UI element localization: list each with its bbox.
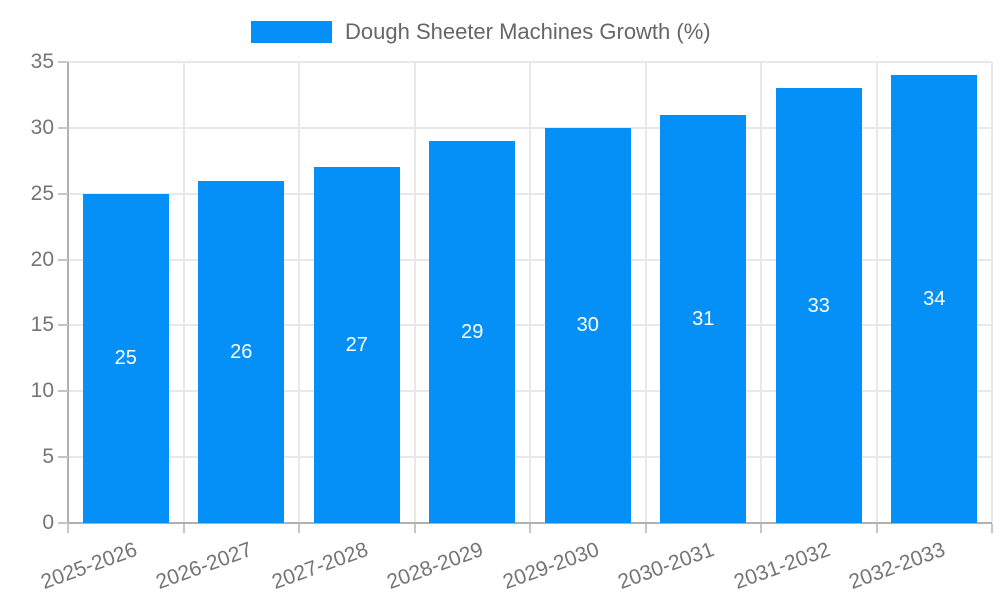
x-tick-mark [67, 524, 69, 533]
y-tick-mark [58, 522, 68, 524]
gridline-vertical [413, 62, 416, 523]
x-tick-mark [298, 524, 300, 533]
gridline-vertical [298, 62, 300, 523]
gridline-vertical [644, 62, 647, 523]
bar [82, 193, 169, 523]
y-tick-label: 35 [30, 50, 54, 73]
y-tick-mark [58, 192, 68, 195]
x-tick-mark [875, 524, 878, 533]
bar [891, 75, 978, 523]
y-tick-mark [58, 456, 68, 459]
gridline-vertical [991, 62, 993, 523]
y-tick-label: 10 [30, 379, 54, 403]
bar-value-label: 30 [576, 314, 599, 337]
bar [429, 141, 516, 523]
bar [198, 180, 285, 523]
y-axis-line [67, 62, 69, 523]
bar [775, 88, 862, 523]
y-tick-label: 15 [30, 313, 54, 337]
legend: Dough Sheeter Machines Growth (%) [251, 19, 711, 45]
x-axis-line [67, 522, 992, 524]
bar-value-label: 29 [461, 321, 484, 343]
bar [313, 167, 400, 523]
bar-value-label: 25 [114, 347, 137, 370]
y-tick-label: 5 [42, 445, 54, 469]
x-tick-mark [182, 524, 185, 533]
x-tick-mark [644, 524, 647, 533]
bar-value-label: 26 [230, 340, 253, 363]
y-tick-label: 30 [30, 115, 54, 139]
legend-label: Dough Sheeter Machines Growth (%) [345, 19, 711, 44]
x-tick-mark [760, 524, 762, 533]
x-tick-mark [991, 524, 993, 533]
bar-value-label: 27 [345, 334, 368, 357]
y-tick-mark [58, 324, 68, 327]
gridline-vertical [875, 62, 878, 523]
bar-value-label: 33 [807, 294, 830, 317]
gridline-vertical [182, 62, 185, 523]
gridline-vertical [529, 62, 531, 523]
y-tick-label: 20 [30, 247, 54, 271]
x-tick-mark [529, 524, 531, 533]
bar [544, 127, 631, 523]
y-tick-mark [58, 61, 68, 63]
x-tick-mark [413, 524, 416, 533]
bar-value-label: 31 [692, 307, 715, 330]
legend-swatch [251, 21, 332, 43]
y-tick-mark [58, 390, 68, 393]
y-tick-label: 25 [30, 181, 54, 205]
gridline-vertical [760, 62, 762, 523]
y-tick-label: 0 [42, 511, 54, 534]
y-tick-mark [58, 126, 68, 129]
bar-value-label: 34 [923, 288, 946, 311]
bar [660, 114, 747, 523]
y-tick-mark [58, 258, 68, 261]
